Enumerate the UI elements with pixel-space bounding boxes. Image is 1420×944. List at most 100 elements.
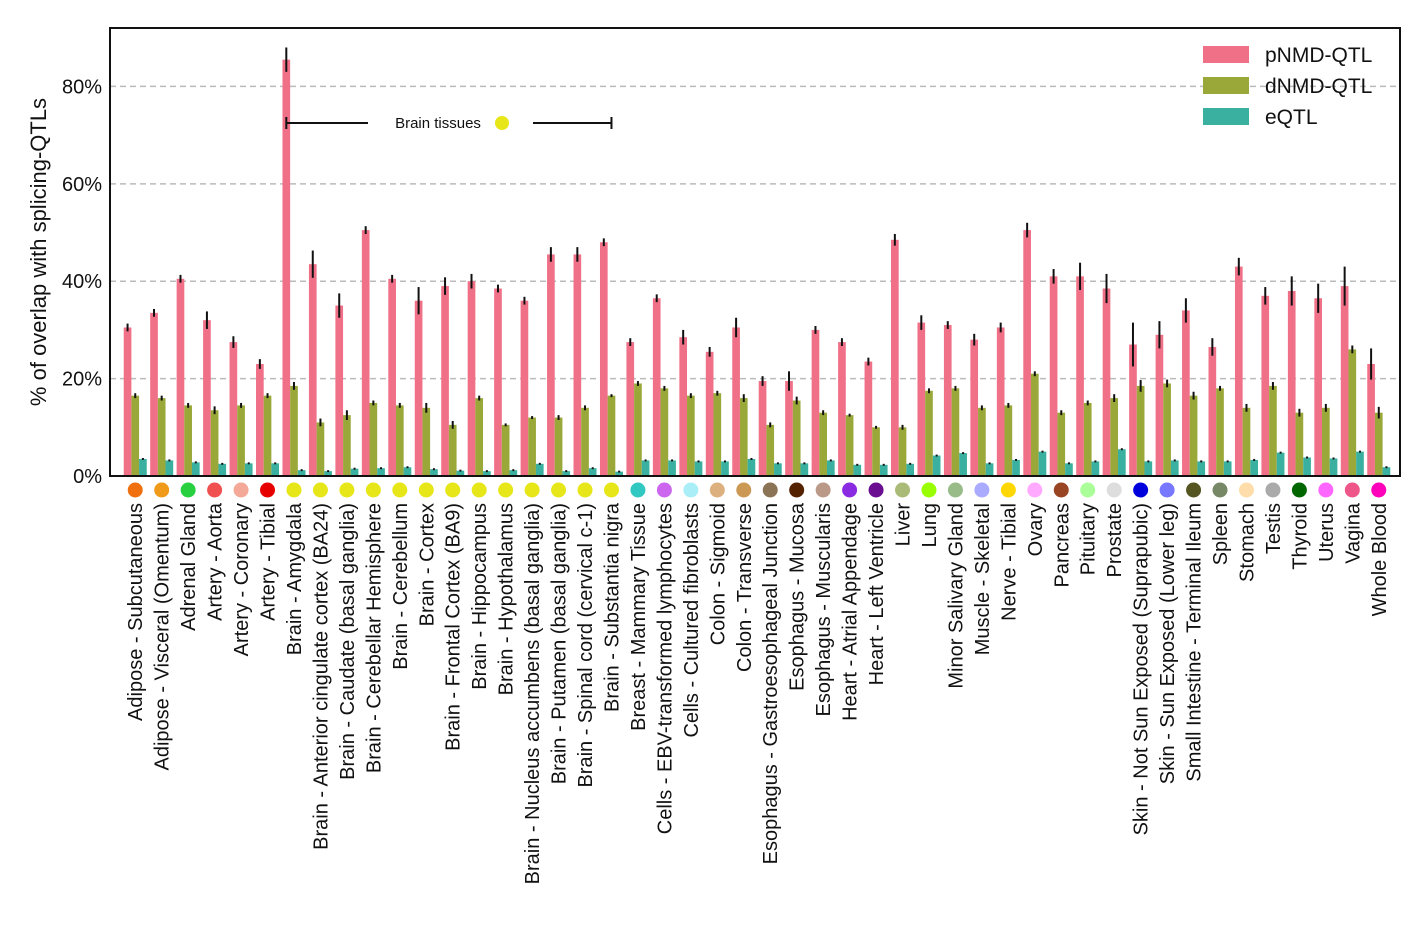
legend-label: pNMD-QTL xyxy=(1265,44,1372,67)
bar-dnmd-qtl xyxy=(448,424,457,476)
bar-group xyxy=(1023,222,1047,476)
category-label: Muscle - Skeletal xyxy=(972,503,994,655)
category-color-dot xyxy=(207,482,223,498)
bar-eqtl xyxy=(774,463,782,476)
y-axis-label: % of overlap with splicing-QTLs xyxy=(26,98,51,406)
category-color-dot xyxy=(1371,482,1387,498)
bar-dnmd-qtl xyxy=(1163,383,1171,476)
category-label: Skin - Not Sun Exposed (Suprapubic) xyxy=(1131,503,1153,835)
bar-pnmd-qtl xyxy=(1208,346,1217,476)
bar-dnmd-qtl xyxy=(951,388,960,476)
category-label: Esophagus - Gastroesophageal Junction xyxy=(760,503,782,864)
bar-dnmd-qtl xyxy=(1004,405,1013,476)
category-color-dot xyxy=(1186,482,1202,498)
bar-pnmd-qtl xyxy=(679,337,688,476)
bar-pnmd-qtl xyxy=(705,351,714,476)
bar-group xyxy=(732,317,756,476)
bar-dnmd-qtl xyxy=(1136,385,1145,476)
bar-group xyxy=(1261,287,1285,476)
category-color-dot xyxy=(947,482,963,498)
category-color-dot xyxy=(868,482,884,498)
bar-dnmd-qtl xyxy=(157,398,166,476)
category-label: Adipose - Subcutaneous xyxy=(125,503,147,721)
bar-group xyxy=(943,321,967,476)
bar-dnmd-qtl xyxy=(581,407,589,476)
category-label: Heart - Atrial Appendage xyxy=(840,503,862,721)
bar-dnmd-qtl xyxy=(1030,373,1039,476)
bar-eqtl xyxy=(1144,461,1153,476)
bar-pnmd-qtl xyxy=(335,305,344,476)
bar-dnmd-qtl xyxy=(184,405,192,476)
bar-pnmd-qtl xyxy=(758,381,767,476)
bar-group xyxy=(1182,298,1206,476)
category-color-dot xyxy=(498,482,514,498)
bar-eqtl xyxy=(1303,457,1311,476)
category-color-dot xyxy=(1053,482,1069,498)
category-color-dot xyxy=(842,482,858,498)
y-axis-ticks: 0% 20% 40% 60% 80% xyxy=(62,76,102,488)
category-color-dot xyxy=(339,482,355,498)
bar-dnmd-qtl xyxy=(660,388,669,476)
bar-dnmd-qtl xyxy=(475,398,484,476)
category-label: Brain - Putamen (basal ganglia) xyxy=(549,503,571,784)
category-color-dot xyxy=(312,482,328,498)
category-label: Esophagus - Mucosa xyxy=(787,502,809,691)
bar-eqtl xyxy=(1170,460,1179,476)
bar-pnmd-qtl xyxy=(1049,276,1058,476)
bar-group xyxy=(256,359,280,476)
bar-pnmd-qtl xyxy=(229,342,238,476)
legend-swatch xyxy=(1203,46,1249,63)
category-label: Brain - Hypothalamus xyxy=(496,503,518,695)
category-label: Brain - Cerebellum xyxy=(390,503,412,670)
bar-dnmd-qtl xyxy=(369,402,378,476)
bar-pnmd-qtl xyxy=(838,342,846,476)
bar-pnmd-qtl xyxy=(414,300,423,476)
category-color-dot xyxy=(736,482,752,498)
bar-group xyxy=(626,338,650,476)
legend-label: dNMD-QTL xyxy=(1265,75,1372,98)
category-color-dot xyxy=(815,482,831,498)
bar-eqtl xyxy=(165,460,174,476)
bar-pnmd-qtl xyxy=(1367,364,1375,476)
bar-group xyxy=(441,277,465,476)
bar-pnmd-qtl xyxy=(308,264,317,476)
bar-group xyxy=(891,233,915,476)
bar-pnmd-qtl xyxy=(1261,295,1270,476)
bar-dnmd-qtl xyxy=(872,427,880,476)
bar-pnmd-qtl xyxy=(943,325,952,476)
category-color-dot xyxy=(1238,482,1254,498)
bar-dnmd-qtl xyxy=(978,407,986,476)
bar-pnmd-qtl xyxy=(150,312,158,476)
category-label: Small Intestine - Terminal Ileum xyxy=(1184,503,1206,782)
bar-dnmd-qtl xyxy=(528,417,536,476)
y-tick-label: 0% xyxy=(73,466,102,488)
bar-dnmd-qtl xyxy=(210,410,219,476)
category-color-dot xyxy=(1344,482,1360,498)
bar-group xyxy=(1234,257,1258,476)
bar-dnmd-qtl xyxy=(687,395,695,476)
bar-eqtl xyxy=(350,468,359,476)
category-color-dot xyxy=(365,482,381,498)
category-label: Colon - Transverse xyxy=(734,503,756,672)
bar-group xyxy=(467,273,491,476)
category-label: Skin - Sun Exposed (Lower leg) xyxy=(1157,503,1179,784)
bar-eqtl xyxy=(139,458,147,476)
bar-pnmd-qtl xyxy=(891,239,899,476)
gridlines xyxy=(110,85,1400,380)
category-label: Stomach xyxy=(1236,503,1258,582)
bar-group xyxy=(652,294,676,476)
category-color-dot xyxy=(418,482,434,498)
bar-pnmd-qtl xyxy=(203,320,211,476)
category-color-dot xyxy=(656,482,672,498)
bar-pnmd-qtl xyxy=(1076,276,1084,476)
category-label: Spleen xyxy=(1210,503,1232,565)
category-label: Minor Salivary Gland xyxy=(945,503,967,689)
bar-group xyxy=(547,247,571,476)
bar-eqtl xyxy=(1012,459,1020,476)
bar-pnmd-qtl xyxy=(1182,310,1190,476)
bar-eqtl xyxy=(244,463,253,476)
category-label: Brain - Caudate (basal ganglia) xyxy=(337,503,359,780)
category-color-dot xyxy=(1265,482,1281,498)
bar-dnmd-qtl xyxy=(263,395,272,476)
bar-eqtl xyxy=(324,471,332,476)
